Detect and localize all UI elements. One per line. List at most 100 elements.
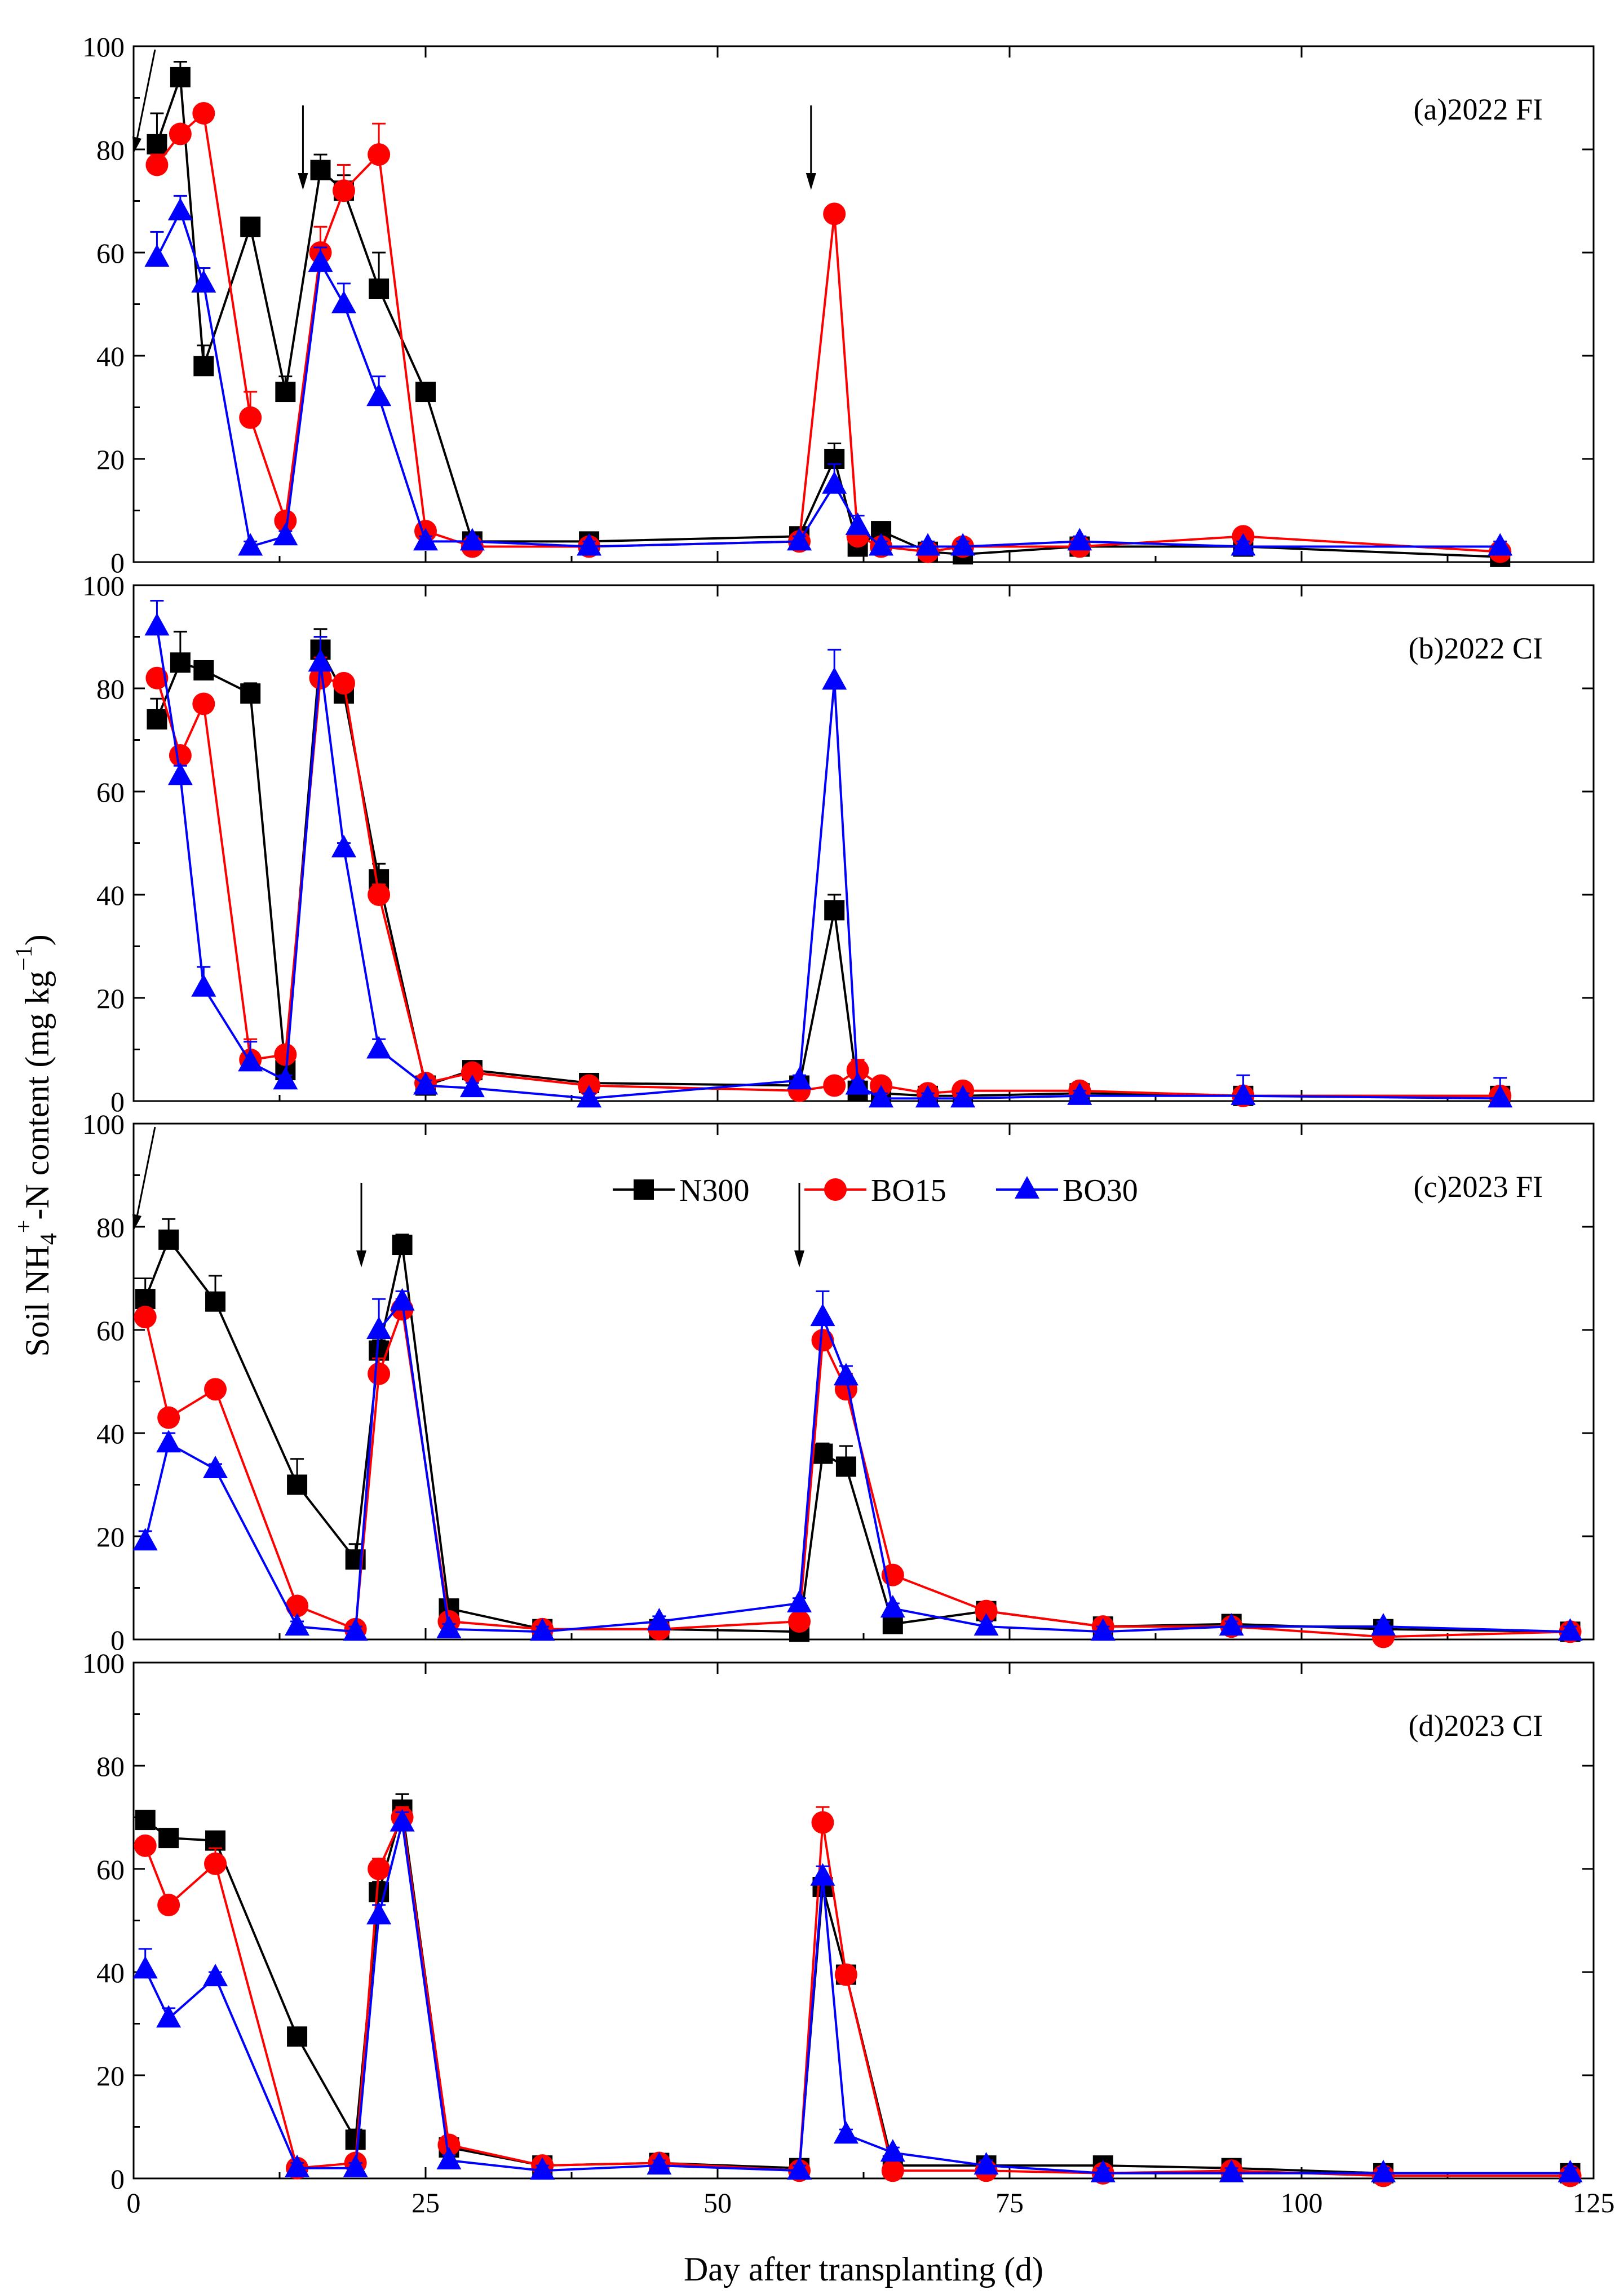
data-point-bo15 [145, 153, 169, 176]
data-point-bo30 [822, 471, 847, 494]
legend-label: N300 [679, 1173, 749, 1208]
panel-title: (d)2023 CI [1409, 1709, 1543, 1743]
data-point-bo15 [368, 1362, 391, 1385]
data-point-bo30 [273, 1067, 298, 1090]
data-point-bo30 [880, 1595, 905, 1618]
data-point-bo30 [845, 1072, 870, 1095]
data-point-bo15 [881, 2159, 904, 2182]
data-point-bo30 [787, 1589, 812, 1612]
legend-label: BO15 [871, 1173, 946, 1208]
data-point-bo15 [823, 1074, 846, 1097]
data-point-n300 [310, 160, 331, 180]
data-point-bo30 [810, 1863, 835, 1886]
fertilization-arrowhead [356, 1250, 367, 1267]
panel-title: (b)2022 CI [1409, 631, 1543, 665]
y-tick-label: 0 [110, 547, 125, 578]
y-tick-label: 60 [96, 1315, 125, 1346]
data-point-n300 [158, 1828, 179, 1849]
data-point-bo30 [530, 1618, 555, 1641]
y-tick-label: 80 [96, 1212, 125, 1243]
data-point-bo15 [811, 1811, 834, 1834]
data-point-bo15 [192, 101, 215, 125]
data-point-bo15 [368, 883, 391, 906]
data-point-n300 [193, 660, 214, 680]
data-point-n300 [205, 1291, 226, 1312]
data-point-bo15 [157, 1406, 180, 1429]
data-point-bo30 [273, 523, 298, 546]
data-point-bo30 [822, 667, 847, 690]
data-point-bo30 [366, 1036, 392, 1059]
data-point-bo30 [647, 2152, 672, 2175]
y-tick-label: 0 [110, 1624, 125, 1656]
data-point-bo30 [413, 1072, 438, 1095]
y-tick-label: 100 [82, 31, 125, 63]
data-point-bo30 [156, 1430, 182, 1453]
data-point-bo30 [203, 1456, 228, 1479]
data-point-bo30 [950, 533, 976, 556]
data-point-bo30 [973, 1613, 999, 1636]
legend-marker [634, 1179, 654, 1200]
data-point-bo30 [343, 1618, 368, 1641]
data-point-n300 [824, 900, 845, 921]
data-point-bo30 [144, 244, 170, 267]
data-point-bo15 [145, 666, 169, 689]
data-point-bo30 [1231, 533, 1256, 556]
panel-4: 0 20 40 60 80 100 0 25 50 75 100 125 (d)2023 CI [82, 1647, 1615, 2218]
data-point-bo15 [437, 2133, 461, 2156]
data-point-bo15 [975, 1599, 998, 1623]
data-point-bo30 [1557, 1618, 1583, 1641]
panel-title: (a)2022 FI [1414, 92, 1543, 126]
data-point-bo30 [869, 533, 894, 556]
data-point-bo30 [880, 2139, 905, 2162]
data-point-n300 [369, 279, 390, 299]
y-tick-label: 60 [96, 776, 125, 808]
data-point-bo15 [204, 1852, 227, 1875]
data-point-n300 [205, 1830, 226, 1851]
data-point-bo30 [1488, 1085, 1513, 1108]
y-tick-label: 0 [110, 1086, 125, 1117]
legend: N300 BO15 BO30 [613, 1173, 1138, 1208]
data-point-bo30 [1231, 1082, 1256, 1105]
data-point-bo30 [238, 1049, 263, 1072]
y-tick-label: 0 [110, 2163, 125, 2195]
data-point-bo30 [833, 1363, 859, 1386]
panel-2: 0 20 40 60 80 100 (b)2022 CI [82, 570, 1595, 1117]
data-point-bo30 [787, 1067, 812, 1090]
data-point-bo15 [286, 1594, 309, 1617]
data-point-n300 [812, 1443, 833, 1464]
data-point-bo30 [436, 1615, 462, 1638]
data-point-bo30 [132, 1956, 158, 1979]
data-point-bo30 [973, 2152, 999, 2175]
data-point-n300 [415, 382, 436, 403]
data-point-bo30 [191, 974, 216, 997]
y-tick-label: 100 [82, 1647, 125, 1679]
data-point-bo15 [309, 666, 332, 689]
data-point-bo15 [834, 1963, 857, 1986]
data-point-bo15 [823, 202, 846, 226]
data-point-bo15 [204, 1378, 227, 1401]
data-point-bo30 [308, 649, 333, 672]
data-point-bo30 [577, 1085, 602, 1108]
x-tick-label: 75 [995, 2187, 1024, 2218]
fertilization-arrow [135, 1126, 156, 1223]
data-point-bo30 [1067, 528, 1092, 551]
data-point-n300 [240, 216, 261, 237]
y-tick-label: 80 [96, 134, 125, 166]
fertilization-arrow [135, 49, 156, 145]
data-point-bo30 [238, 533, 263, 556]
data-point-bo15 [274, 1043, 297, 1066]
data-point-bo30 [366, 1316, 392, 1339]
data-point-bo15 [134, 1834, 157, 1857]
y-tick-label: 100 [82, 570, 125, 602]
y-tick-label: 100 [82, 1108, 125, 1140]
series-bo30 [132, 1288, 1583, 1641]
data-point-bo30 [530, 2157, 555, 2180]
data-point-bo30 [810, 1303, 835, 1327]
data-point-bo30 [1371, 2159, 1396, 2182]
data-point-bo30 [366, 383, 392, 406]
data-point-bo30 [459, 528, 485, 551]
data-point-bo30 [436, 2146, 462, 2169]
data-point-bo30 [203, 1964, 228, 1987]
y-tick-label: 20 [96, 444, 125, 475]
